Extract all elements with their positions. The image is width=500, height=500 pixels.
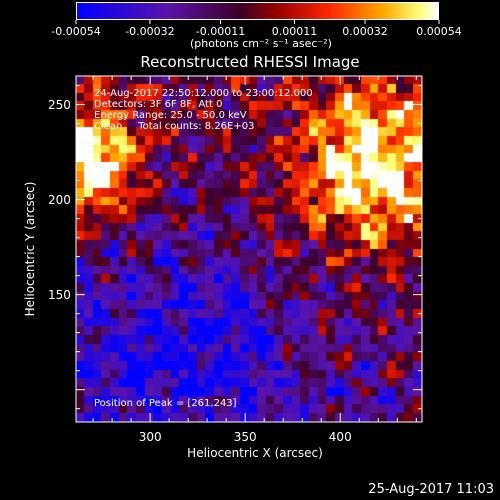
colorbar-tick-label: -0.00032 bbox=[125, 25, 175, 38]
colorbar-tick-label: -0.00011 bbox=[195, 25, 246, 38]
colorbar-tick-label: 0.00054 bbox=[416, 25, 462, 38]
y-tick-label: 250 bbox=[48, 97, 71, 112]
info-total-counts: Clean Total counts: 8.26E+03 bbox=[94, 121, 255, 132]
plot-border bbox=[75, 75, 423, 423]
colorbar-tick-label: 0.00032 bbox=[342, 25, 388, 38]
y-axis-title: Heliocentric Y (arcsec) bbox=[23, 181, 37, 317]
observation-info: 24-Aug-2017 22:50:12.000 to 23:00:12.000… bbox=[94, 88, 313, 132]
y-tick-label: 150 bbox=[48, 287, 71, 302]
info-time-range: 24-Aug-2017 22:50:12.000 to 23:00:12.000 bbox=[94, 88, 313, 99]
x-axis-title: Heliocentric X (arcsec) bbox=[187, 446, 323, 460]
colorbar-ticks bbox=[75, 20, 440, 24]
colorbar-tick-label: 0.00011 bbox=[271, 25, 318, 38]
plot-title: Reconstructed RHESSI Image bbox=[140, 53, 360, 71]
rhessi-image-heatmap bbox=[76, 76, 422, 422]
colorbar-unit-label: (photons cm⁻² s⁻¹ asec⁻²) bbox=[190, 37, 332, 50]
colorbar bbox=[76, 2, 439, 20]
footer-date: 25-Aug-2017 11:03 bbox=[368, 482, 494, 497]
info-detectors: Detectors: 3F 6F 8F, Att 0 bbox=[94, 99, 223, 110]
info-energy-range: Energy Range: 25.0 - 50.0 keV bbox=[94, 110, 247, 121]
x-tick-label: 300 bbox=[138, 430, 162, 444]
peak-position-label: Position of Peak = [261,243] bbox=[94, 398, 237, 409]
x-tick-label: 400 bbox=[328, 430, 352, 444]
colorbar-tick-label: -0.00054 bbox=[51, 25, 101, 38]
x-tick-label: 350 bbox=[233, 430, 257, 444]
y-tick-label: 200 bbox=[48, 192, 71, 207]
colorbar-gradient bbox=[77, 3, 438, 19]
